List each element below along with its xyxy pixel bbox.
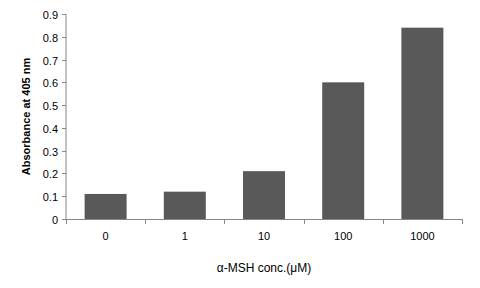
y-tick-label: 0.8: [43, 32, 58, 44]
y-tick-label: 0.3: [43, 146, 58, 158]
y-tick: [62, 14, 66, 15]
y-tick: [62, 128, 66, 129]
y-tick: [62, 82, 66, 83]
chart: 0 0.1 0.2 0.3 0.4 0.5 0.6 0.7 0.8 0.9 0 1 10 100 1000 α…: [0, 0, 480, 288]
y-tick: [62, 60, 66, 61]
x-tick-label: 1000: [410, 230, 434, 242]
x-tick-label: 0: [103, 230, 109, 242]
y-tick-label: 0.6: [43, 77, 58, 89]
bars: [85, 28, 444, 219]
y-tick: [62, 173, 66, 174]
x-axis-label: α-MSH conc.(μM): [217, 261, 312, 275]
bar: [322, 82, 364, 219]
x-tick: [66, 219, 67, 224]
y-tick-label: 0.9: [43, 9, 58, 21]
y-tick-label: 0.1: [43, 191, 58, 203]
y-tick-label: 0.2: [43, 168, 58, 180]
x-tick: [304, 219, 305, 224]
x-tick-label: 100: [334, 230, 352, 242]
x-tick: [224, 219, 225, 224]
x-axis: [66, 219, 462, 220]
bar: [401, 28, 443, 219]
x-tick-label: 1: [182, 230, 188, 242]
bar: [85, 194, 127, 219]
y-tick: [62, 105, 66, 106]
y-tick: [62, 196, 66, 197]
bar: [243, 171, 285, 219]
x-tick: [383, 219, 384, 224]
y-tick: [62, 219, 66, 220]
y-tick-label: 0.5: [43, 100, 58, 112]
y-tick-label: 0.4: [43, 123, 58, 135]
y-axis: [66, 14, 67, 219]
y-tick: [62, 151, 66, 152]
y-axis-label: Absorbance at 405 nm: [20, 58, 32, 176]
x-tick: [145, 219, 146, 224]
x-tick-label: 10: [258, 230, 270, 242]
bar: [164, 192, 206, 219]
y-tick: [62, 37, 66, 38]
x-tick: [462, 219, 463, 224]
y-tick-label: 0: [52, 214, 58, 226]
y-tick-label: 0.7: [43, 55, 58, 67]
